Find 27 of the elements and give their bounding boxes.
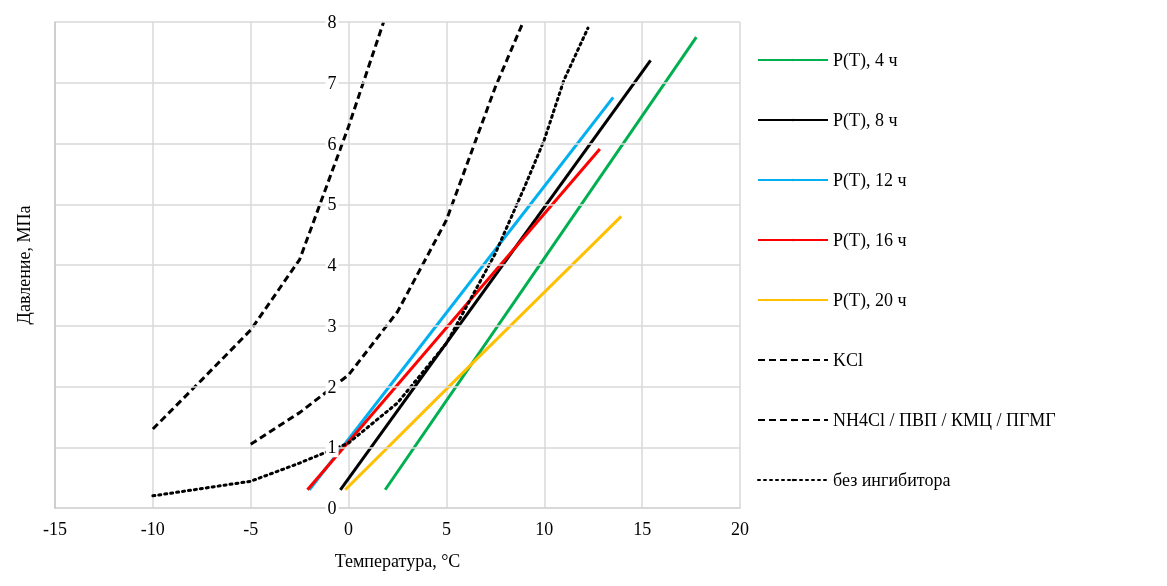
y-tick-label: 3: [327, 315, 337, 336]
x-tick-label: 0: [344, 519, 354, 539]
y-tick-label: 1: [327, 437, 337, 458]
y-tick-label: 4: [327, 255, 337, 275]
x-tick-label: 10: [535, 519, 554, 539]
x-tick-label: 5: [441, 519, 451, 539]
y-tick-label: 5: [327, 194, 337, 215]
legend-label: P(T), 8 ч: [833, 110, 898, 131]
legend-label: P(T), 12 ч: [833, 170, 907, 191]
legend-label: без ингибитора: [833, 470, 951, 490]
y-tick-label: 0: [327, 498, 337, 518]
legend-label: P(T), 16 ч: [833, 230, 907, 251]
x-tick-label: -15: [43, 519, 67, 539]
y-tick-label: 7: [327, 72, 337, 93]
legend-label: NH4Cl / ПВП / КМЦ / ПГМГ: [833, 410, 1056, 430]
y-tick-label: 6: [327, 133, 337, 154]
y-tick-label: 2: [327, 376, 337, 397]
x-tick-label: -5: [243, 519, 259, 539]
x-tick-label: -10: [140, 519, 165, 539]
legend-label: KCl: [833, 350, 864, 370]
x-tick-label: 20: [731, 519, 749, 539]
y-tick-label: 8: [327, 12, 337, 32]
legend-label: P(T), 20 ч: [833, 290, 907, 311]
x-axis-title: Температура, °C: [334, 551, 461, 571]
legend-label: P(T), 4 ч: [833, 50, 898, 71]
y-axis-title: Давление, МПа: [14, 205, 34, 325]
x-tick-label: 15: [633, 519, 652, 539]
